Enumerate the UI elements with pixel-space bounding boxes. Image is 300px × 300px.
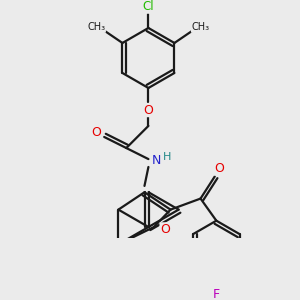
Text: O: O <box>160 223 170 236</box>
Text: O: O <box>143 103 153 117</box>
Text: O: O <box>214 162 224 175</box>
Text: F: F <box>213 288 220 300</box>
Text: O: O <box>92 126 101 139</box>
Text: CH₃: CH₃ <box>191 22 209 32</box>
Text: Cl: Cl <box>142 0 154 13</box>
Text: N: N <box>152 154 161 167</box>
Text: CH₃: CH₃ <box>87 22 105 32</box>
Text: H: H <box>163 152 171 162</box>
